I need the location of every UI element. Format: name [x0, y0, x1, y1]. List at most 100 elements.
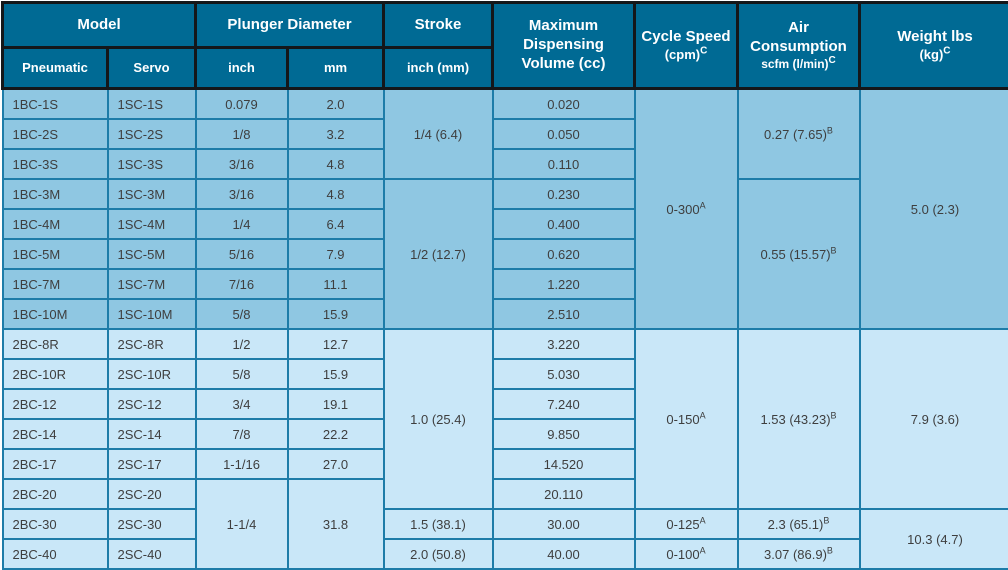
cell-volume: 1.220 — [493, 269, 635, 299]
cell-pneumatic-model: 1BC-2S — [3, 119, 108, 149]
cell-volume: 3.220 — [493, 329, 635, 359]
header-air-consumption: Air Consumption scfm (l/min)C — [738, 3, 860, 89]
cell-volume: 0.230 — [493, 179, 635, 209]
cell-pneumatic-model: 1BC-1S — [3, 89, 108, 120]
cell-cycle-speed: 0-125A — [635, 509, 738, 539]
header-cycle-speed: Cycle Speed (cpm)C — [635, 3, 738, 89]
cell-servo-model: 2SC-10R — [108, 359, 196, 389]
cell-volume: 2.510 — [493, 299, 635, 329]
header-weight: Weight lbs (kg)C — [860, 3, 1008, 89]
footnote-ref-a: A — [700, 545, 706, 555]
cell-plunger-mm: 3.2 — [288, 119, 384, 149]
table-body: 1BC-1S 1SC-1S 0.079 2.0 1/4 (6.4) 0.020 … — [3, 89, 1008, 570]
cell-servo-model: 2SC-40 — [108, 539, 196, 569]
footnote-ref-b: B — [827, 545, 833, 555]
cell-air-consumption: 2.3 (65.1)B — [738, 509, 860, 539]
cell-servo-model: 2SC-17 — [108, 449, 196, 479]
air-consumption-value: 0.55 (15.57) — [760, 247, 830, 262]
cell-volume: 30.00 — [493, 509, 635, 539]
cell-volume: 40.00 — [493, 539, 635, 569]
cell-servo-model: 2SC-30 — [108, 509, 196, 539]
cell-plunger-mm: 4.8 — [288, 149, 384, 179]
cell-air-consumption: 0.55 (15.57)B — [738, 179, 860, 329]
cell-plunger-inch: 1-1/4 — [196, 479, 288, 569]
cell-pneumatic-model: 1BC-3M — [3, 179, 108, 209]
header-air-line2: Consumption — [741, 38, 856, 57]
cell-plunger-inch: 5/8 — [196, 359, 288, 389]
cell-servo-model: 1SC-3M — [108, 179, 196, 209]
cell-pneumatic-model: 2BC-20 — [3, 479, 108, 509]
cell-plunger-inch: 3/16 — [196, 179, 288, 209]
header-air-unit: scfm (l/min)C — [741, 57, 856, 72]
header-max-dispensing-line3: Volume (cc) — [496, 55, 631, 74]
air-consumption-value: 1.53 (43.23) — [760, 412, 830, 427]
header-inch: inch — [196, 48, 288, 89]
cell-plunger-inch: 1/4 — [196, 209, 288, 239]
cell-volume: 14.520 — [493, 449, 635, 479]
cell-plunger-mm: 27.0 — [288, 449, 384, 479]
cell-cycle-speed: 0-100A — [635, 539, 738, 569]
cell-pneumatic-model: 2BC-40 — [3, 539, 108, 569]
header-plunger-diameter: Plunger Diameter — [196, 3, 384, 48]
cycle-speed-value: 0-125 — [666, 517, 699, 532]
header-weight-unit-text: (kg) — [919, 47, 943, 62]
cell-servo-model: 2SC-8R — [108, 329, 196, 359]
footnote-ref-c: C — [700, 45, 707, 56]
cell-weight: 5.0 (2.3) — [860, 89, 1008, 330]
header-cycle-speed-unit: (cpm)C — [638, 47, 734, 63]
header-pneumatic: Pneumatic — [3, 48, 108, 89]
cell-volume: 0.620 — [493, 239, 635, 269]
header-stroke-unit: inch (mm) — [384, 48, 493, 89]
footnote-ref-b: B — [831, 410, 837, 420]
cell-plunger-inch: 5/8 — [196, 299, 288, 329]
header-mm: mm — [288, 48, 384, 89]
cell-plunger-inch: 1-1/16 — [196, 449, 288, 479]
cell-stroke: 1.5 (38.1) — [384, 509, 493, 539]
cell-plunger-inch: 3/16 — [196, 149, 288, 179]
cell-air-consumption: 0.27 (7.65)B — [738, 89, 860, 180]
cell-plunger-mm: 6.4 — [288, 209, 384, 239]
cycle-speed-value: 0-150 — [666, 412, 699, 427]
footnote-ref-b: B — [823, 515, 829, 525]
header-air-line1: Air — [741, 19, 856, 38]
cell-plunger-mm: 31.8 — [288, 479, 384, 569]
table-row: 2BC-40 2SC-40 2.0 (50.8) 40.00 0-100A 3.… — [3, 539, 1008, 569]
cell-air-consumption: 3.07 (86.9)B — [738, 539, 860, 569]
cell-servo-model: 2SC-20 — [108, 479, 196, 509]
cell-servo-model: 2SC-14 — [108, 419, 196, 449]
header-model: Model — [3, 3, 196, 48]
footnote-ref-c: C — [829, 55, 836, 66]
footnote-ref-a: A — [700, 410, 706, 420]
cycle-speed-value: 0-100 — [666, 547, 699, 562]
cell-volume: 20.110 — [493, 479, 635, 509]
footnote-ref-c: C — [943, 45, 950, 56]
table-row: 1BC-1S 1SC-1S 0.079 2.0 1/4 (6.4) 0.020 … — [3, 89, 1008, 120]
cell-pneumatic-model: 2BC-8R — [3, 329, 108, 359]
air-consumption-value: 0.27 (7.65) — [764, 127, 827, 142]
cell-pneumatic-model: 2BC-17 — [3, 449, 108, 479]
cell-cycle-speed: 0-300A — [635, 89, 738, 330]
cell-pneumatic-model: 2BC-10R — [3, 359, 108, 389]
cell-plunger-inch: 0.079 — [196, 89, 288, 120]
table-row: 1BC-3M 1SC-3M 3/16 4.8 1/2 (12.7) 0.230 … — [3, 179, 1008, 209]
cell-volume: 0.110 — [493, 149, 635, 179]
cell-stroke: 2.0 (50.8) — [384, 539, 493, 569]
header-weight-title: Weight lbs — [863, 28, 1007, 47]
cycle-speed-value: 0-300 — [666, 202, 699, 217]
cell-cycle-speed: 0-150A — [635, 329, 738, 509]
header-cycle-speed-title: Cycle Speed — [638, 28, 734, 47]
cell-volume: 5.030 — [493, 359, 635, 389]
cell-plunger-inch: 7/16 — [196, 269, 288, 299]
cell-plunger-mm: 22.2 — [288, 419, 384, 449]
cell-pneumatic-model: 1BC-4M — [3, 209, 108, 239]
cell-stroke: 1.0 (25.4) — [384, 329, 493, 509]
cell-plunger-mm: 11.1 — [288, 269, 384, 299]
cell-servo-model: 1SC-4M — [108, 209, 196, 239]
cell-plunger-inch: 5/16 — [196, 239, 288, 269]
cell-volume: 0.050 — [493, 119, 635, 149]
header-air-unit-text: scfm (l/min) — [761, 57, 828, 71]
cell-volume: 7.240 — [493, 389, 635, 419]
cell-volume: 9.850 — [493, 419, 635, 449]
header-cycle-speed-unit-text: (cpm) — [665, 47, 700, 62]
